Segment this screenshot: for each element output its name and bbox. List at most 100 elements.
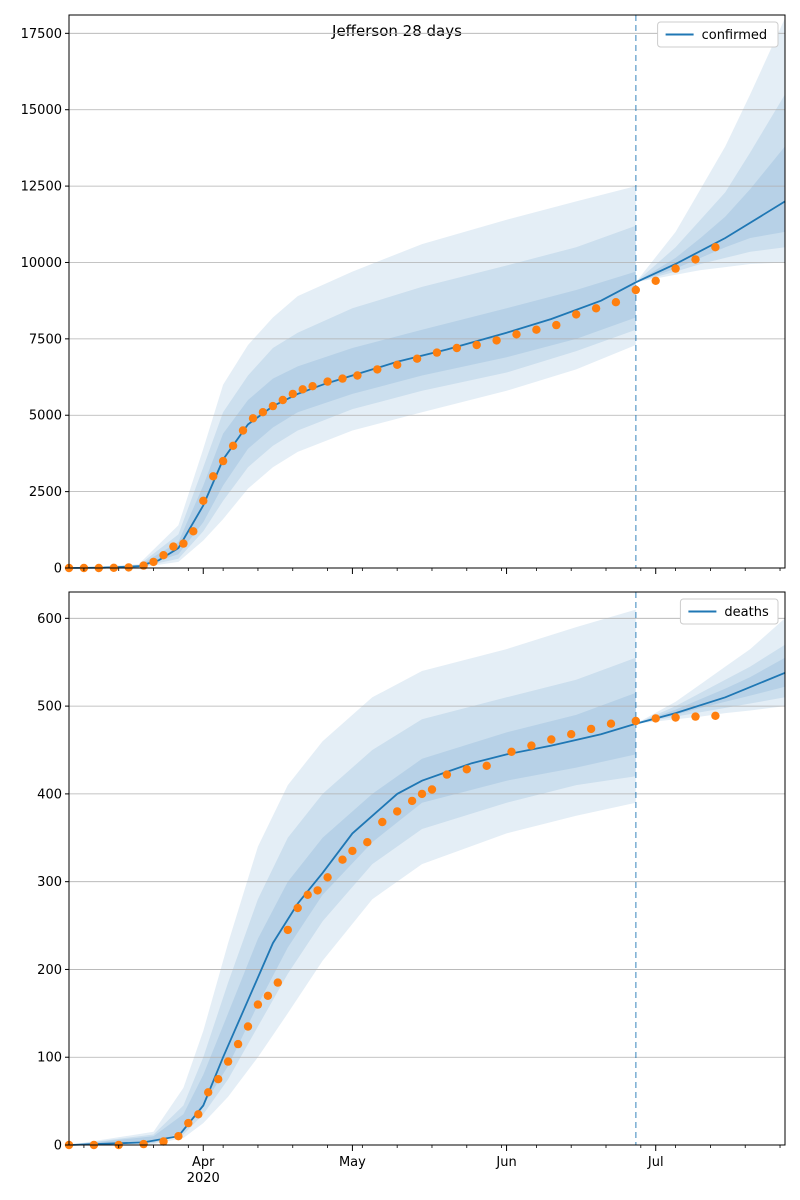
y-tick-label: 300 [37,875,62,890]
uncertainty-band-2 [69,271,636,568]
chart-deaths: 0 100 200 300 400 500 600 Apr May Jun Jul 2020 dea… [37,591,786,1186]
observed-point [323,377,332,386]
x-tick-label: May [339,1155,366,1170]
observed-point [214,1075,223,1084]
y-tick-label: 12500 [21,180,62,195]
observed-point [512,330,521,339]
observed-point [204,1088,213,1097]
observed-point [527,741,536,750]
observed-point [298,385,307,394]
observed-point [139,561,148,570]
uncertainty-bands [69,609,785,1145]
observed-point [472,340,481,350]
y-tick-label: 500 [37,700,62,715]
observed-point [159,1137,168,1146]
observed-point [393,360,402,369]
observed-point [308,382,317,391]
observed-point [194,1110,203,1119]
observed-point [268,401,278,411]
observed-point [313,886,322,895]
observed-point [278,395,287,405]
observed-point [283,925,292,935]
observed-point [238,426,248,435]
observed-point [691,255,700,264]
y-tick-label: 100 [37,1051,62,1066]
uncertainty-band-4 [635,94,785,283]
observed-point [169,542,178,551]
legend-label: deaths [724,605,769,620]
y-axis: 0 100 200 300 400 500 600 [37,612,69,1154]
legend: deaths [679,598,779,625]
x-axis [83,568,781,574]
observed-point [248,414,258,423]
uncertainty-band-1 [69,657,636,1145]
y-gridlines [69,617,785,1146]
x-year-label: 2020 [187,1171,220,1186]
legend-box [657,21,779,48]
observed-point [338,855,347,864]
observed-point [189,527,198,536]
y-tick-label: 600 [37,612,62,627]
legend-box [679,598,779,625]
observed-point [139,1139,148,1149]
observed-point [442,770,452,779]
observed-point [353,371,362,380]
observed-point [273,978,282,987]
observed-point [323,873,332,882]
observed-point [552,320,561,330]
observed-point [184,1118,193,1128]
observed-point [631,285,640,295]
y-tick-label: 15000 [21,103,62,118]
uncertainty-band-3 [635,18,785,283]
x-tick-label: Jul [647,1155,664,1170]
y-tick-label: 7500 [29,332,62,347]
observed-point [124,563,133,572]
observed-point [611,298,621,307]
observed-point [532,325,541,334]
observed-point [547,735,556,744]
observed-point [407,796,417,806]
observed-point [243,1022,253,1031]
y-tick-label: 10000 [21,256,62,271]
uncertainty-band-1 [69,225,636,569]
uncertainty-band-0 [69,186,636,568]
observed-point [606,719,616,728]
observed-point [258,408,268,417]
observed-point [253,1000,263,1009]
observed-point [378,817,387,827]
x-tick-label: Jun [495,1155,516,1170]
observed-point [179,539,188,548]
observed-point [507,747,516,756]
observed-point [651,276,660,285]
observed-point [432,348,442,357]
y-tick-label: 5000 [29,409,62,424]
observed-point [711,243,720,252]
axes-frame [68,14,786,569]
y-tick-label: 17500 [21,27,62,42]
observed-point [631,716,640,726]
uncertainty-band-5 [635,146,785,283]
observed-point [218,456,228,466]
chart-confirmed: 0 2500 5000 7500 10000 12500 15000 17500 confir… [21,14,786,577]
observed-point [288,389,297,399]
observed-point [671,264,680,273]
observed-point [338,374,347,383]
observed-point [417,789,427,799]
observed-point [671,713,680,722]
observed-point [233,1039,243,1049]
observed-point [711,711,720,720]
y-tick-label: 400 [37,787,62,802]
observed-point [586,724,596,734]
y-tick-label: 2500 [29,485,62,500]
y-tick-label: 0 [54,1139,62,1154]
legend: confirmed [657,21,779,48]
legend-label: confirmed [702,28,768,43]
y-axis: 0 2500 5000 7500 10000 12500 15000 17500 [21,27,69,577]
observed-point [452,343,461,353]
uncertainty-band-0 [69,609,636,1145]
observed-point [199,496,208,505]
observed-point [462,765,471,774]
y-tick-label: 0 [54,562,62,577]
observed-point [174,1132,183,1141]
observed-point [412,354,422,363]
